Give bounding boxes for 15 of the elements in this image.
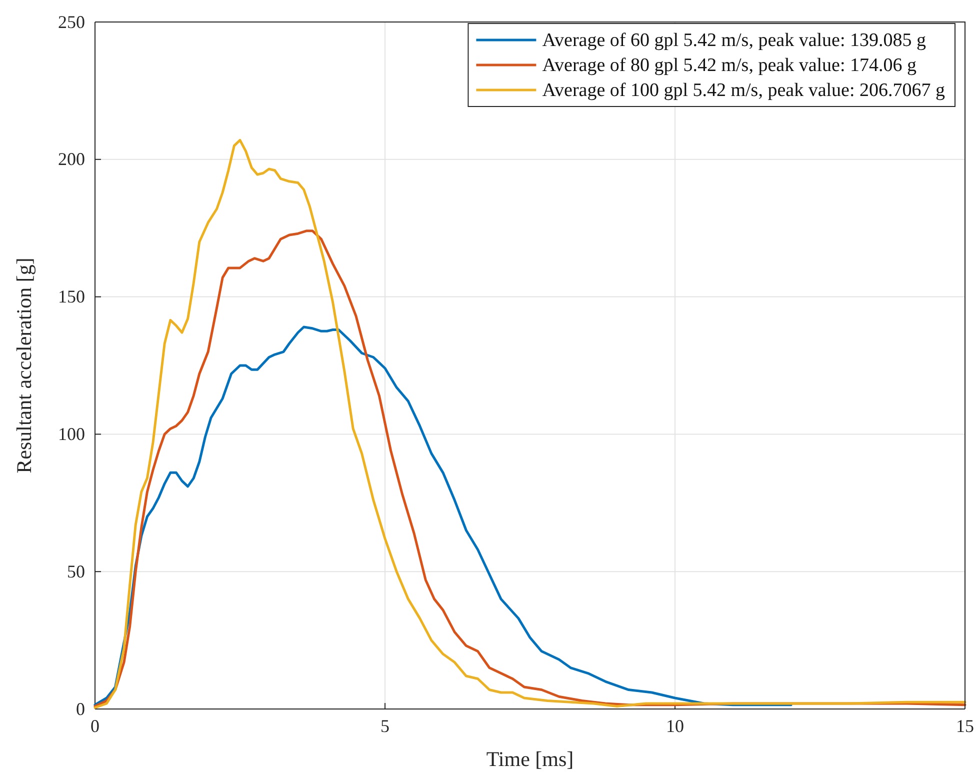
x-tick-label: 5: [380, 716, 390, 736]
y-tick-label: 0: [76, 698, 85, 719]
x-axis-title: Time [ms]: [486, 747, 574, 771]
y-tick-label: 200: [58, 149, 85, 170]
legend-label: Average of 100 gpl 5.42 m/s, peak value: 206.7067 g: [542, 80, 946, 101]
y-tick-label: 50: [67, 561, 85, 582]
y-tick-label: 100: [58, 424, 85, 444]
legend-label: Average of 80 gpl 5.42 m/s, peak value: 174.06 g: [542, 55, 917, 76]
x-tick-label: 0: [90, 716, 100, 736]
y-axis-title: Resultant acceleration [g]: [12, 258, 36, 474]
y-tick-label: 250: [58, 12, 85, 32]
legend-label: Average of 60 gpl 5.42 m/s, peak value: 139.085 g: [542, 30, 926, 51]
x-tick-label: 10: [666, 716, 684, 736]
x-tick-label: 15: [956, 716, 974, 736]
y-tick-label: 150: [58, 286, 85, 307]
